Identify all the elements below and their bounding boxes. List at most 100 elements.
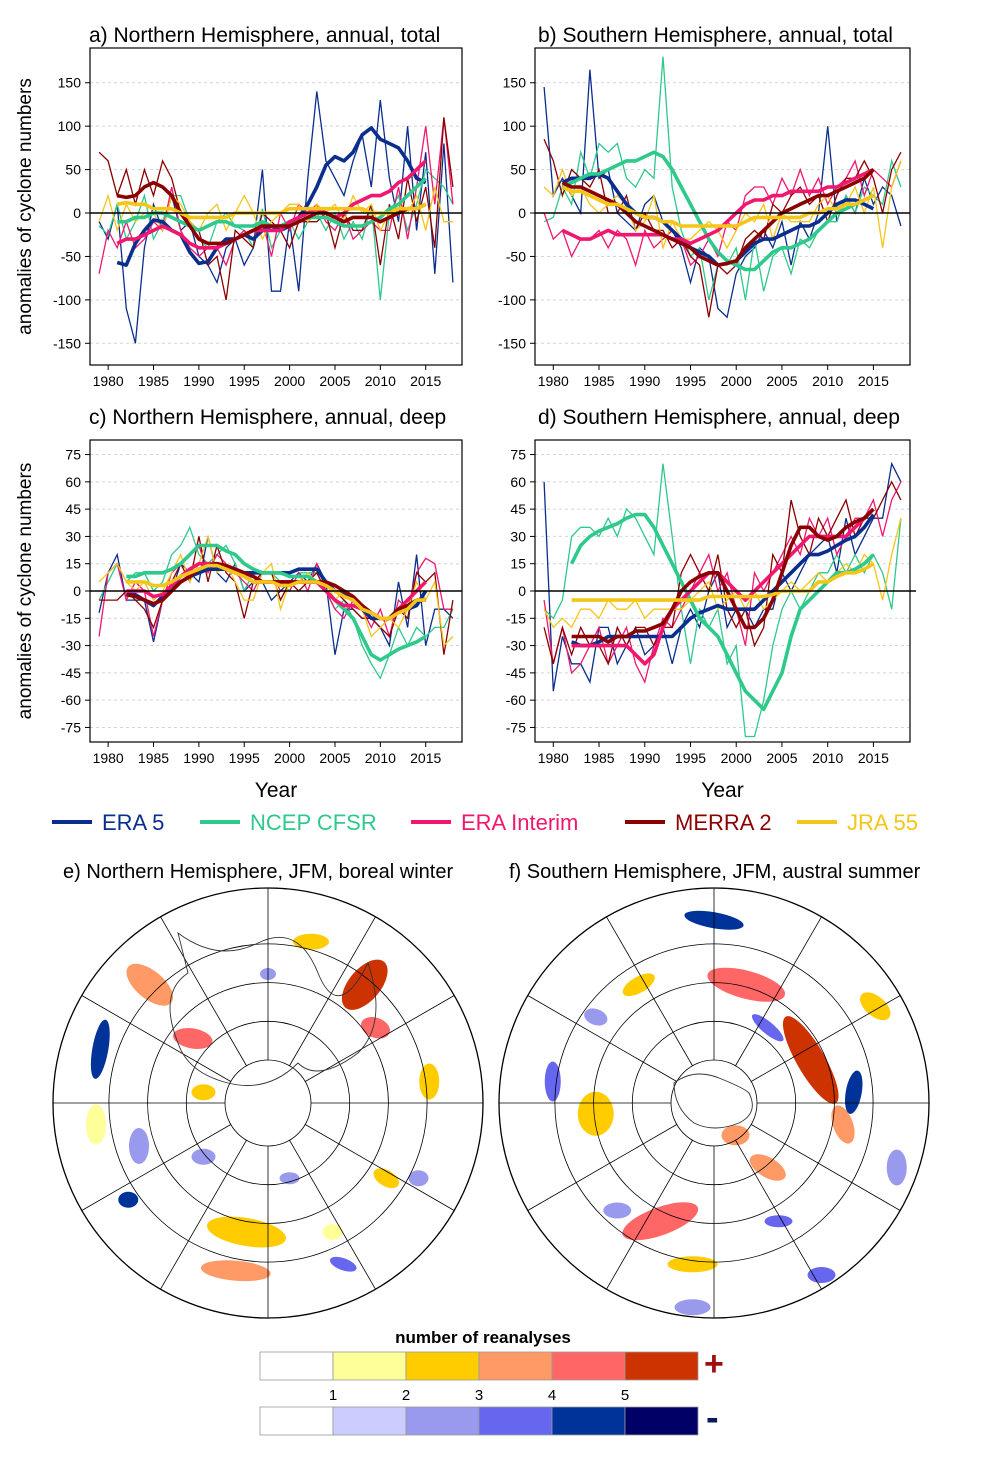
legend-item: MERRA 2	[625, 810, 772, 835]
anomaly-patch	[329, 1256, 357, 1272]
x-tick-label: 2000	[274, 373, 305, 389]
anomaly-patch	[207, 1216, 286, 1248]
chart-panel-3: c) Northern Hemisphere, annual, deep 75 60…	[15, 406, 463, 802]
x-tick-label: 2005	[766, 750, 797, 766]
chart-title: b) Southern Hemisphere, annual, total	[538, 24, 893, 47]
legend-label: JRA 55	[847, 810, 918, 835]
colorbar-positive-cell	[332, 1351, 407, 1381]
x-tick-label: 2015	[858, 373, 889, 389]
y-tick-label: 100	[503, 118, 527, 134]
y-tick-label: -15	[506, 610, 526, 626]
y-tick-label: -75	[61, 719, 81, 735]
map-panels: e) Northern Hemisphere, JFM, boreal wint…	[52, 861, 930, 1319]
series-smoothed-line	[561, 150, 875, 272]
series-group	[98, 525, 454, 680]
colorbar-positive-cell	[259, 1351, 334, 1381]
x-tick-label: 1995	[675, 373, 706, 389]
x-tick-label: 2005	[766, 373, 797, 389]
x-tick-label: 2005	[319, 373, 350, 389]
x-tick-label: 1990	[183, 373, 214, 389]
anomaly-patch	[360, 1017, 391, 1039]
x-tick-label: 2015	[410, 750, 441, 766]
y-tick-label: -50	[506, 248, 526, 264]
y-tick-label: 50	[65, 162, 81, 178]
anomaly-patch	[622, 1202, 699, 1241]
y-tick-label: 30	[65, 528, 81, 544]
anomaly-patch	[749, 1154, 786, 1181]
legend-label: ERA 5	[102, 810, 164, 835]
y-tick-label: -45	[506, 665, 526, 681]
y-tick-label: -45	[61, 665, 81, 681]
colorbar-minus-symbol: -	[706, 1397, 719, 1439]
chart-panel-4: d) Southern Hemisphere, annual, deep 75 60…	[506, 406, 916, 802]
x-tick-label: 1990	[183, 750, 214, 766]
x-tick-label: 1985	[583, 750, 614, 766]
map-title: f) Southern Hemisphere, JFM, austral sum…	[509, 861, 921, 883]
y-tick-label: 75	[65, 447, 81, 463]
map-border	[52, 887, 484, 1319]
anomaly-patch	[807, 1267, 836, 1283]
anomaly-patch	[322, 1224, 343, 1240]
series-annual-line	[543, 518, 902, 629]
y-tick-label: -30	[506, 638, 526, 654]
y-tick-label: 15	[65, 556, 81, 572]
map-contents	[499, 888, 929, 1318]
y-axis-label: anomalies of cyclone numbers	[15, 463, 36, 720]
meridian-line	[289, 1140, 376, 1290]
colorbar-positive-cell	[551, 1351, 626, 1381]
legend-item: ERA 5	[52, 810, 164, 835]
colorbar-label: 2	[402, 1387, 410, 1404]
y-tick-label: 60	[65, 474, 81, 490]
x-tick-label: 1985	[138, 750, 169, 766]
x-tick-label: 1995	[229, 750, 260, 766]
legend-label: MERRA 2	[675, 810, 772, 835]
coastline	[673, 1073, 753, 1129]
x-tick-label: 2010	[812, 750, 843, 766]
colorbar-title: number of reanalyses	[395, 1328, 571, 1347]
chart-title: a) Northern Hemisphere, annual, total	[89, 24, 440, 47]
x-tick-label: 1990	[629, 750, 660, 766]
y-tick-label: -150	[53, 335, 81, 351]
anomaly-patch	[782, 1016, 839, 1104]
anomaly-patch	[191, 1148, 216, 1165]
y-tick-label: 45	[65, 501, 81, 517]
y-tick-label: -60	[61, 692, 81, 708]
anomaly-patch	[751, 1014, 784, 1042]
y-tick-label: -100	[53, 292, 81, 308]
x-tick-label: 2005	[319, 750, 350, 766]
series-smoothed-line	[561, 185, 875, 228]
meridian-line	[305, 1124, 455, 1211]
pole-mask	[260, 1095, 276, 1111]
plot-frame	[534, 47, 911, 366]
x-tick-label: 1990	[629, 373, 660, 389]
x-axis-label: Year	[701, 779, 743, 802]
anomaly-patch	[721, 1125, 750, 1146]
series-smoothed-line	[569, 512, 875, 712]
series-smoothed-line	[561, 167, 875, 246]
anomaly-patch	[886, 1149, 907, 1186]
anomaly-patch	[577, 1091, 614, 1136]
series-group	[543, 56, 902, 319]
y-tick-label: 50	[510, 162, 526, 178]
anomaly-patch	[419, 1063, 440, 1100]
x-tick-label: 2000	[721, 750, 752, 766]
series-annual-line	[98, 117, 454, 274]
anomaly-patch	[584, 1008, 608, 1026]
meridian-line	[606, 1140, 693, 1290]
anomaly-patch	[279, 1172, 300, 1185]
colorbar-label: 1	[329, 1387, 337, 1404]
map-panel-1: e) Northern Hemisphere, JFM, boreal wint…	[52, 861, 484, 1319]
chart-panel-1: a) Northern Hemisphere, annual, total 150…	[15, 24, 463, 389]
x-tick-label: 1980	[538, 373, 569, 389]
anomaly-patch	[191, 1084, 216, 1101]
colorbar-negative-cell	[405, 1406, 480, 1436]
series-smoothed-line	[126, 563, 426, 621]
series-smoothed-line	[571, 507, 875, 666]
y-axis-label: anomalies of cyclone numbers	[15, 78, 36, 335]
meridian-line	[160, 916, 247, 1066]
anomaly-patch	[764, 1215, 793, 1228]
anomaly-patch	[86, 1104, 106, 1145]
series-legend: ERA 5 NCEP CFSR ERA Interim MERRA 2 JRA 55	[52, 810, 918, 835]
anomaly-patch	[674, 1299, 711, 1316]
